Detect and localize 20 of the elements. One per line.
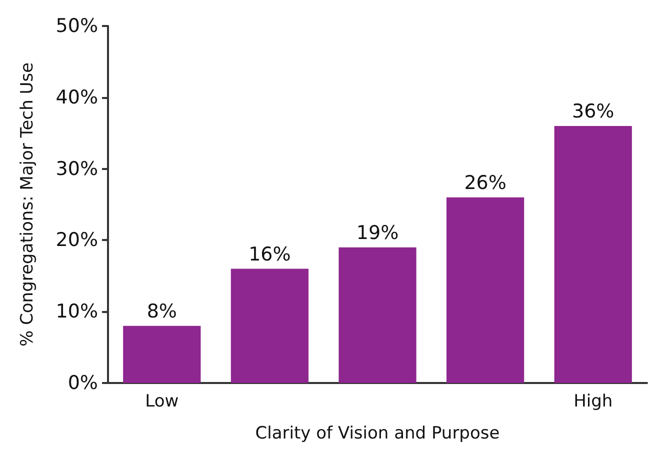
y-tick-label: 40% (56, 86, 98, 108)
bar (123, 326, 201, 383)
data-label: 8% (146, 300, 177, 322)
data-label: 19% (356, 222, 399, 244)
x-axis-title: Clarity of Vision and Purpose (255, 424, 500, 444)
x-tick-label: High (574, 392, 613, 412)
y-tick-label: 30% (56, 158, 98, 180)
y-tick-label: 50% (56, 15, 98, 37)
y-tick-label: 20% (56, 229, 98, 252)
bar (554, 126, 632, 383)
data-label: 26% (464, 172, 506, 194)
y-tick-label: 10% (56, 300, 98, 323)
data-label: 36% (572, 100, 614, 122)
bar (446, 197, 524, 383)
y-axis-title: % Congregations: Major Tech Use (18, 62, 38, 347)
x-tick-label: Low (145, 392, 179, 412)
y-tick-label: 0% (68, 372, 98, 394)
bar (230, 268, 309, 383)
data-label: 16% (248, 243, 291, 266)
bar (338, 247, 416, 383)
